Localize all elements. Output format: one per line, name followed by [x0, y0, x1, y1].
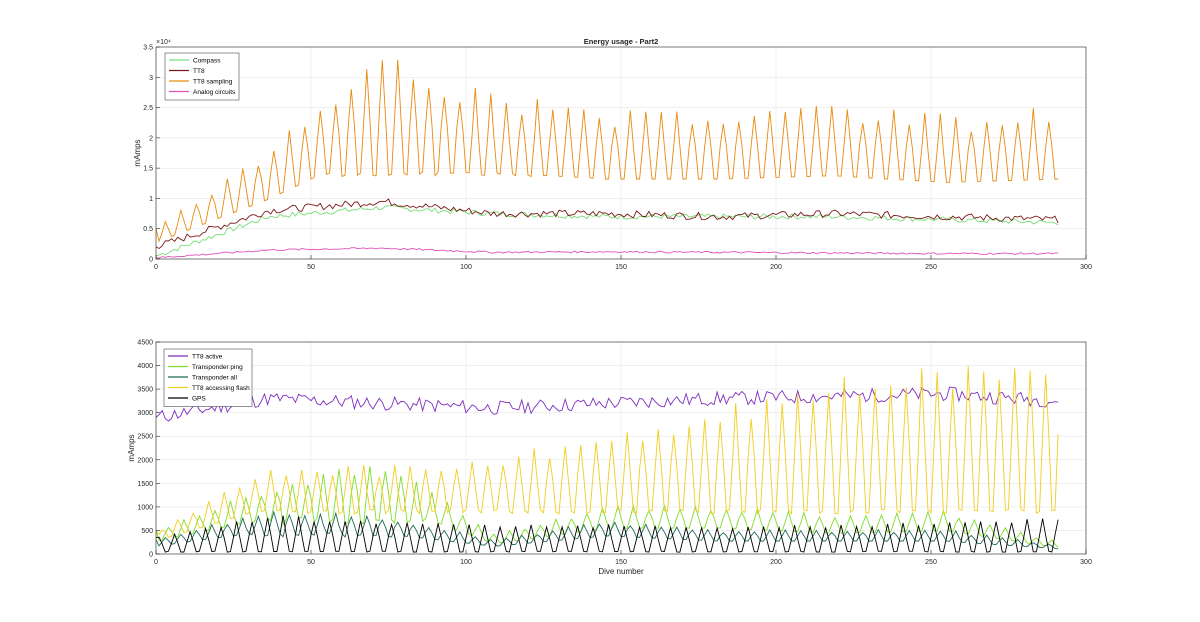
y-tick-label: 4000	[137, 363, 153, 370]
legend-entry: Analog circuits	[193, 89, 236, 96]
top-y-axis-label: mAmps	[133, 139, 142, 166]
x-tick-label: 250	[925, 559, 937, 566]
top-series-lines	[155, 59, 1059, 259]
legend-entry: Compass	[193, 57, 221, 64]
top-tick-labels: 0 50 100 150 200 250 300 0 0.5 1 1.5 2 2.5 3 3.5	[143, 45, 1092, 272]
legend-entry: Transponder ping	[192, 364, 243, 371]
legend-entry: TT8 sampling	[193, 78, 233, 85]
y-tick-label: 3500	[137, 387, 153, 394]
legend-entry: Transponder all	[192, 374, 237, 381]
series-line-tt8	[155, 198, 1059, 250]
y-tick-label: 3000	[137, 410, 153, 417]
bottom-y-axis-label: mAmps	[127, 434, 136, 461]
legend-entry: GPS	[192, 395, 206, 402]
x-tick-label: 300	[1080, 559, 1092, 566]
series-line-transponder-all	[155, 510, 1059, 550]
x-tick-label: 150	[615, 264, 627, 271]
legend-entry: TT8 active	[192, 353, 223, 360]
x-tick-label: 100	[460, 559, 472, 566]
x-tick-label: 0	[154, 264, 158, 271]
y-tick-label: 3.5	[143, 45, 153, 52]
y-tick-label: 0	[149, 552, 153, 559]
y-tick-label: 3	[149, 75, 153, 82]
y-tick-label: 2.5	[143, 105, 153, 112]
y-tick-label: 0.5	[143, 226, 153, 233]
legend-box	[163, 348, 253, 407]
bottom-series-lines	[155, 366, 1059, 553]
bottom-x-axis-label: Dive number	[598, 567, 644, 576]
y-tick-label: 0	[149, 257, 153, 264]
series-line-tt8-sampling	[155, 59, 1059, 243]
x-tick-label: 150	[615, 559, 627, 566]
top-axes: 0 50 100 150 200 250 300 0 0.5 1 1.5 2 2.5 3 3.5 Energ…	[133, 37, 1092, 271]
series-line-tt8-active	[155, 386, 1059, 422]
series-line-gps	[155, 515, 1059, 553]
x-tick-label: 50	[307, 264, 315, 271]
top-chart-title: Energy usage - Part2	[584, 37, 659, 46]
top-legend: Compass TT8 TT8 sampling Analog circuits	[164, 52, 240, 101]
legend-entry: TT8 accessing flash	[192, 385, 250, 392]
x-tick-label: 200	[770, 264, 782, 271]
y-tick-label: 2000	[137, 457, 153, 464]
x-tick-label: 300	[1080, 264, 1092, 271]
series-line-analog-circuits	[155, 247, 1059, 259]
y-tick-label: 2	[149, 135, 153, 142]
y-tick-label: 2500	[137, 434, 153, 441]
legend-box	[164, 52, 240, 101]
top-y-exponent: ×10⁴	[156, 39, 171, 46]
series-line-tt8-accessing-flash	[155, 366, 1059, 538]
series-line-transponder-ping	[155, 466, 1059, 548]
x-tick-label: 50	[307, 559, 315, 566]
bottom-tick-labels: 0 50 100 150 200 250 3000500100015002000250030…	[137, 340, 1092, 567]
x-tick-label: 0	[154, 559, 158, 566]
x-tick-label: 250	[925, 264, 937, 271]
bottom-legend: TT8 active Transponder ping Transponder al…	[163, 348, 253, 407]
y-tick-label: 1.5	[143, 166, 153, 173]
y-tick-label: 1500	[137, 481, 153, 488]
y-tick-label: 4500	[137, 340, 153, 347]
y-tick-label: 1	[149, 196, 153, 203]
x-tick-label: 100	[460, 264, 472, 271]
y-tick-label: 500	[141, 528, 153, 535]
x-tick-label: 200	[770, 559, 782, 566]
legend-entry: TT8	[193, 68, 205, 75]
bottom-axes: 0 50 100 150 200 250 3000500100015002000250030…	[127, 340, 1092, 577]
y-tick-label: 1000	[137, 504, 153, 511]
